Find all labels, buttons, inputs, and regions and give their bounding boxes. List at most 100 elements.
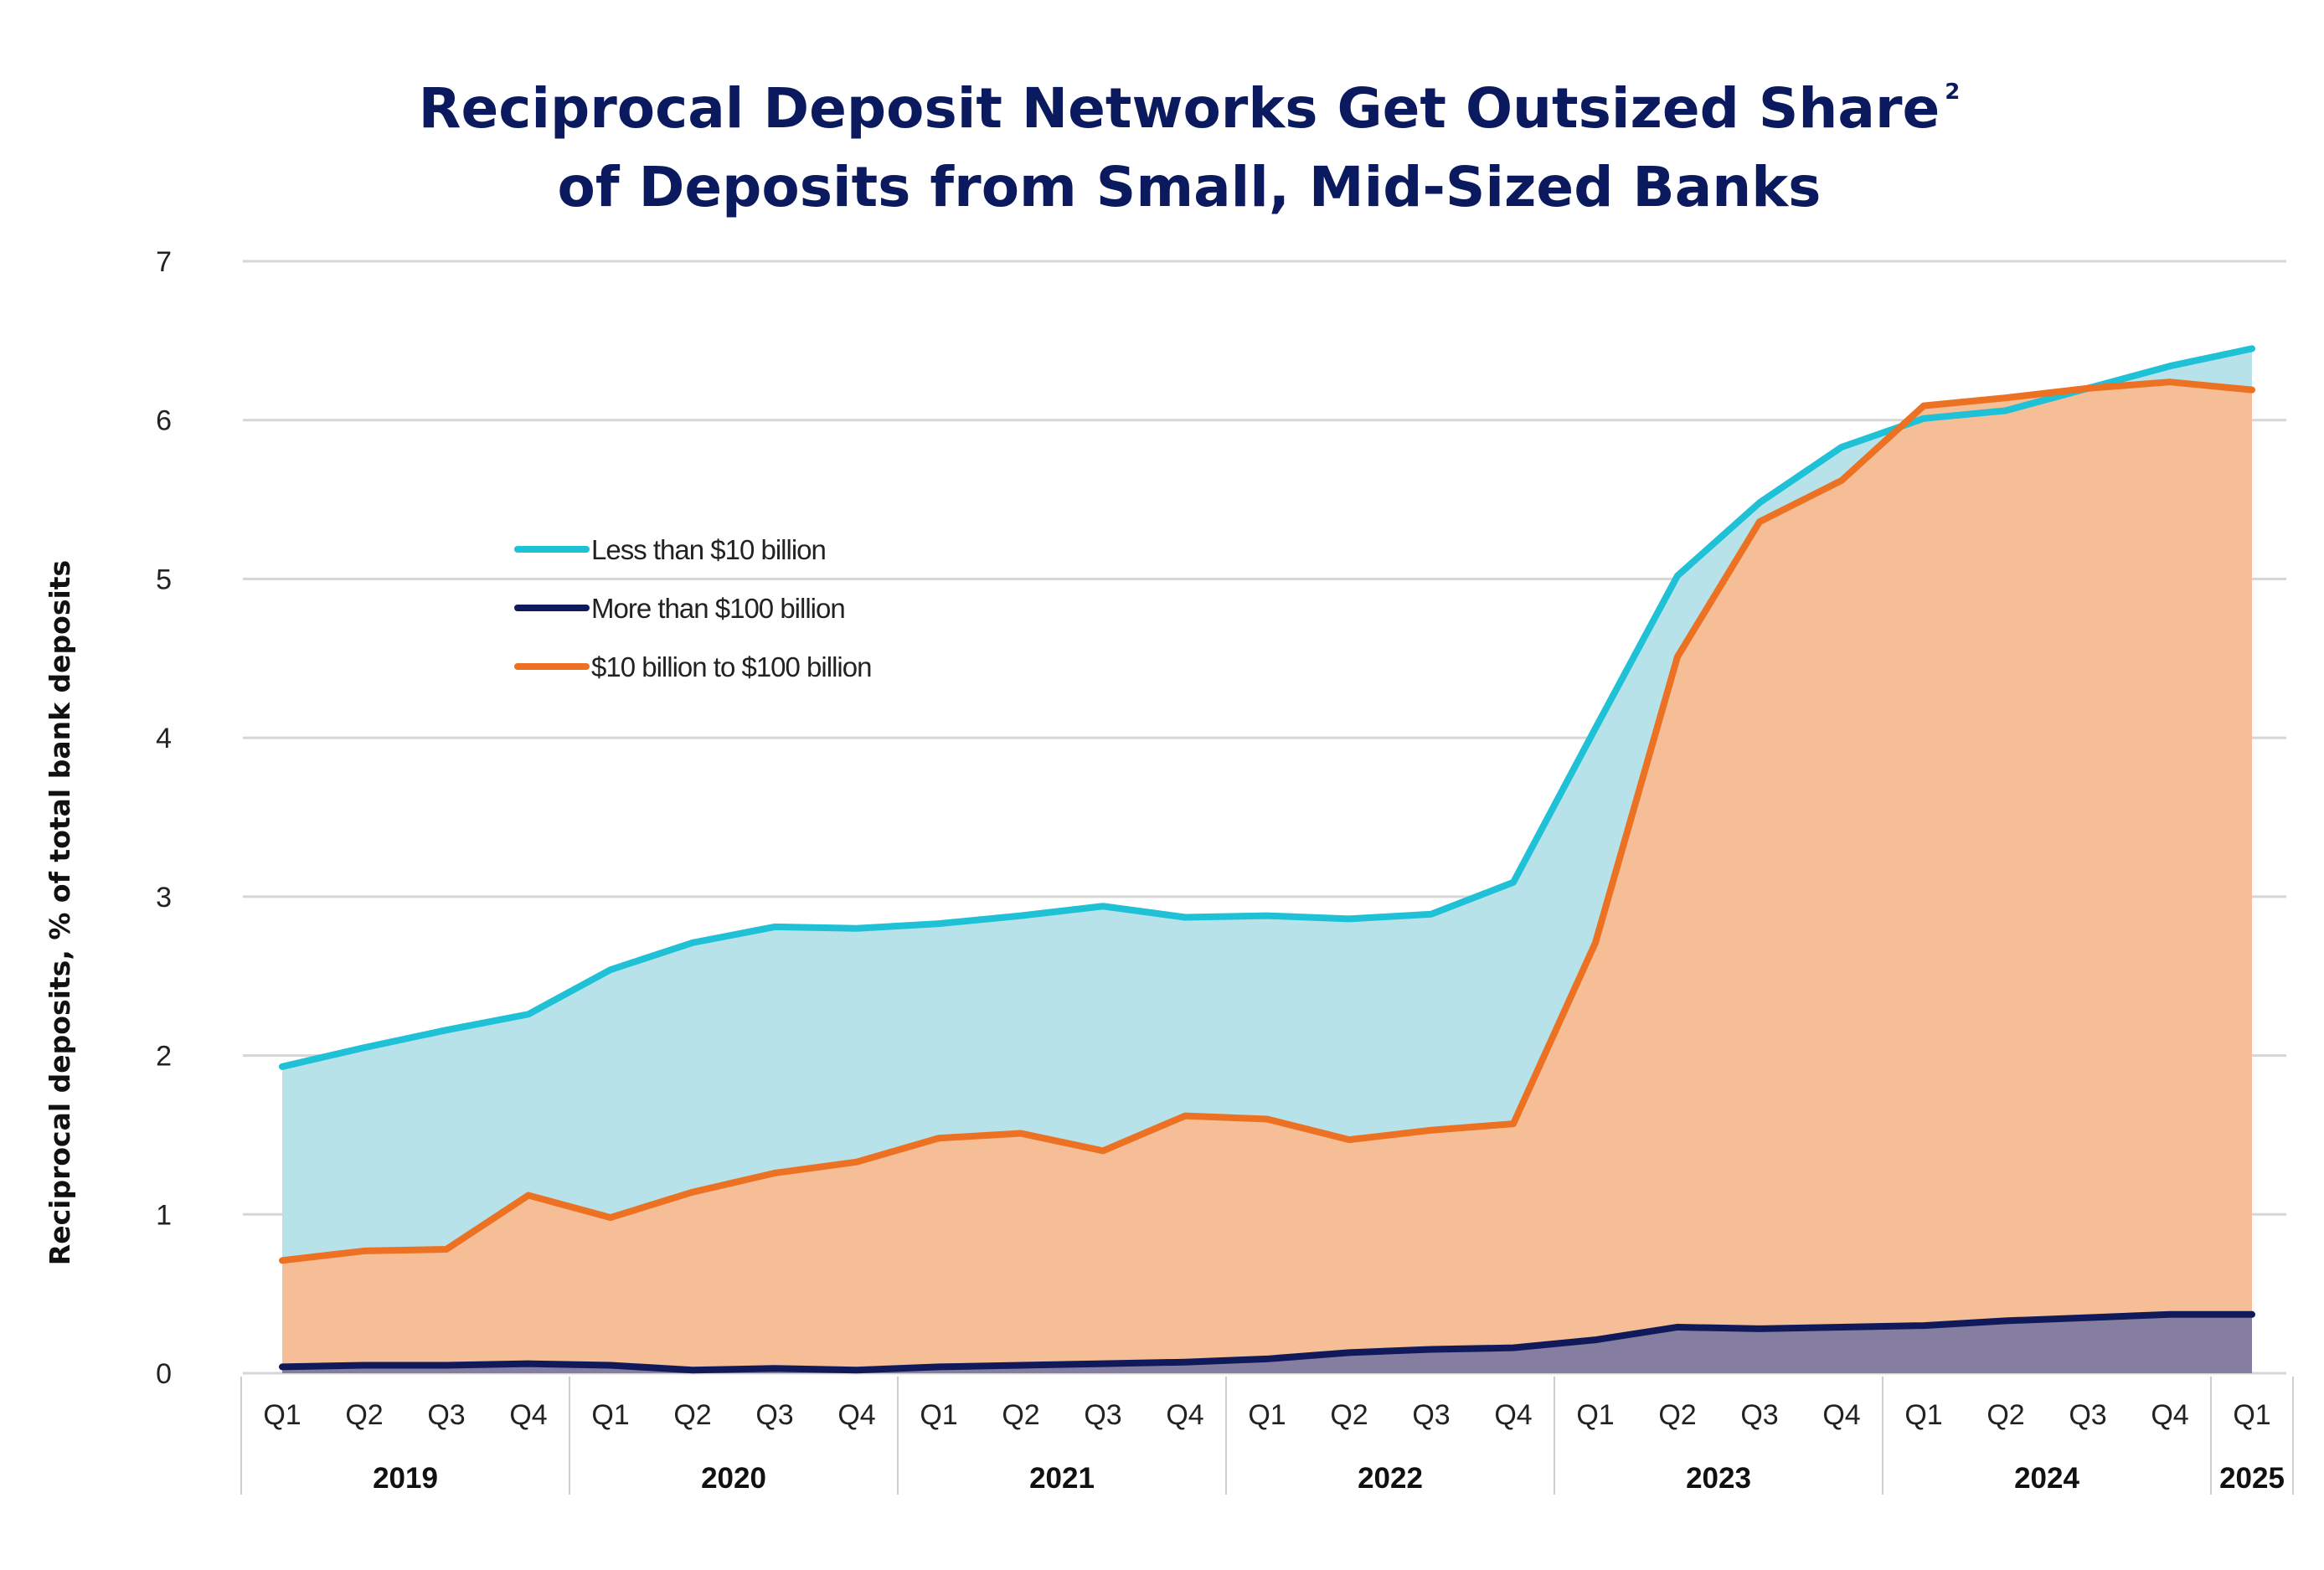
point-10b-to-100b	[1101, 1149, 1105, 1153]
point-10b-to-100b	[937, 1136, 940, 1140]
point-more-than-100b	[281, 1365, 284, 1369]
point-10b-to-100b	[609, 1216, 612, 1220]
y-tick-label: 6	[156, 405, 172, 437]
chart-title: Reciprocal Deposit Networks Get Outsized…	[419, 76, 1961, 141]
point-10b-to-100b	[2168, 380, 2172, 384]
y-axis-ticks: 0 1 2 3 4 5 6 7	[156, 246, 172, 1390]
point-less-than-10b	[1265, 914, 1269, 918]
x-tick-quarter: Q2	[673, 1399, 711, 1431]
x-tick-quarter: Q2	[1330, 1399, 1368, 1431]
point-less-than-10b	[1019, 914, 1023, 918]
legend-label: $10 billion to $100 billion	[591, 651, 871, 682]
point-less-than-10b	[281, 1064, 284, 1068]
point-10b-to-100b	[1512, 1122, 1515, 1126]
point-10b-to-100b	[2250, 388, 2254, 392]
point-10b-to-100b	[1922, 404, 1925, 408]
x-tick-quarter: Q1	[591, 1399, 629, 1431]
point-more-than-100b	[1265, 1356, 1269, 1361]
legend-label: Less than $10 billion	[591, 534, 826, 565]
point-10b-to-100b	[1594, 940, 1597, 945]
x-tick-year: 2021	[1029, 1462, 1095, 1495]
point-less-than-10b	[1183, 915, 1187, 919]
point-10b-to-100b	[1430, 1128, 1433, 1132]
legend: Less than $10 billion More than $100 bill…	[514, 534, 872, 682]
point-10b-to-100b	[1758, 520, 1761, 524]
point-10b-to-100b	[773, 1171, 776, 1175]
y-tick-label: 2	[156, 1041, 172, 1073]
point-less-than-10b	[363, 1046, 366, 1050]
point-10b-to-100b	[281, 1259, 284, 1263]
x-axis: Q1 Q2 Q3 Q4 Q1 Q2 Q3 Q4 Q1 Q2 Q3 Q4 Q1 Q2 Q3 Q4 Q1 Q2 Q3 Q4…	[240, 1377, 2294, 1495]
point-more-than-100b	[2250, 1312, 2254, 1316]
point-more-than-100b	[1183, 1360, 1187, 1364]
x-tick-quarter: Q1	[1576, 1399, 1614, 1431]
area-10b-to-100b	[282, 382, 2252, 1373]
legend-label: More than $100 billion	[591, 593, 845, 624]
x-tick-quarter: Q3	[755, 1399, 793, 1431]
x-tick-quarter: Q3	[1740, 1399, 1778, 1431]
point-more-than-100b	[1348, 1351, 1351, 1355]
point-10b-to-100b	[1840, 478, 1843, 482]
point-more-than-100b	[773, 1367, 776, 1371]
x-tick-quarter: Q3	[2069, 1399, 2106, 1431]
point-more-than-100b	[937, 1365, 940, 1369]
point-10b-to-100b	[2004, 396, 2007, 400]
point-less-than-10b	[1922, 416, 1925, 420]
y-tick-label: 0	[156, 1358, 172, 1390]
point-less-than-10b	[2168, 364, 2172, 368]
x-tick-quarter: Q4	[1822, 1399, 1860, 1431]
point-10b-to-100b	[2086, 386, 2090, 390]
point-10b-to-100b	[1348, 1138, 1351, 1142]
x-tick-quarter: Q3	[1084, 1399, 1121, 1431]
point-less-than-10b	[855, 926, 858, 930]
point-more-than-100b	[1758, 1326, 1761, 1331]
y-tick-label: 1	[156, 1199, 172, 1231]
x-tick-year: 2020	[701, 1462, 766, 1495]
x-tick-quarter: Q1	[2233, 1399, 2270, 1431]
point-less-than-10b	[2250, 347, 2254, 351]
point-more-than-100b	[1922, 1324, 1925, 1328]
x-tick-quarter: Q1	[263, 1399, 301, 1431]
point-less-than-10b	[773, 924, 776, 929]
x-tick-year: 2023	[1686, 1462, 1751, 1495]
point-more-than-100b	[1101, 1362, 1105, 1366]
y-tick-label: 5	[156, 564, 172, 595]
x-tick-quarter: Q4	[509, 1399, 547, 1431]
point-10b-to-100b	[1019, 1131, 1023, 1135]
point-more-than-100b	[855, 1368, 858, 1372]
x-tick-quarter: Q2	[345, 1399, 383, 1431]
area-fills	[282, 348, 2252, 1373]
x-tick-quarter: Q4	[1494, 1399, 1532, 1431]
point-more-than-100b	[1019, 1363, 1023, 1367]
chart-title-line-2: of Deposits from Small, Mid-Sized Banks	[558, 155, 1822, 219]
point-less-than-10b	[609, 968, 612, 972]
point-10b-to-100b	[691, 1190, 694, 1194]
point-more-than-100b	[691, 1368, 694, 1372]
point-10b-to-100b	[1183, 1114, 1187, 1118]
point-less-than-10b	[1512, 880, 1515, 884]
point-more-than-100b	[1430, 1347, 1433, 1351]
x-tick-quarter: Q3	[427, 1399, 465, 1431]
series-lines	[279, 345, 2255, 1374]
point-less-than-10b	[527, 1012, 530, 1017]
y-tick-label: 7	[156, 246, 172, 278]
x-tick-year: 2022	[1358, 1462, 1423, 1495]
point-less-than-10b	[2004, 409, 2007, 413]
point-less-than-10b	[937, 922, 940, 926]
point-more-than-100b	[445, 1363, 448, 1367]
x-tick-year: 2019	[373, 1462, 438, 1495]
x-tick-year: 2025	[2219, 1462, 2285, 1495]
point-more-than-100b	[2168, 1312, 2172, 1316]
x-tick-quarter: Q2	[1986, 1399, 2024, 1431]
point-10b-to-100b	[1265, 1117, 1269, 1121]
point-less-than-10b	[1840, 445, 1843, 449]
x-tick-quarter: Q4	[2151, 1399, 2188, 1431]
x-tick-quarter: Q4	[837, 1399, 875, 1431]
point-more-than-100b	[1512, 1346, 1515, 1350]
x-tick-quarter: Q2	[1002, 1399, 1039, 1431]
y-tick-label: 4	[156, 723, 172, 754]
point-less-than-10b	[445, 1028, 448, 1032]
point-10b-to-100b	[855, 1160, 858, 1164]
point-less-than-10b	[1430, 912, 1433, 916]
x-tick-quarter: Q1	[1248, 1399, 1286, 1431]
